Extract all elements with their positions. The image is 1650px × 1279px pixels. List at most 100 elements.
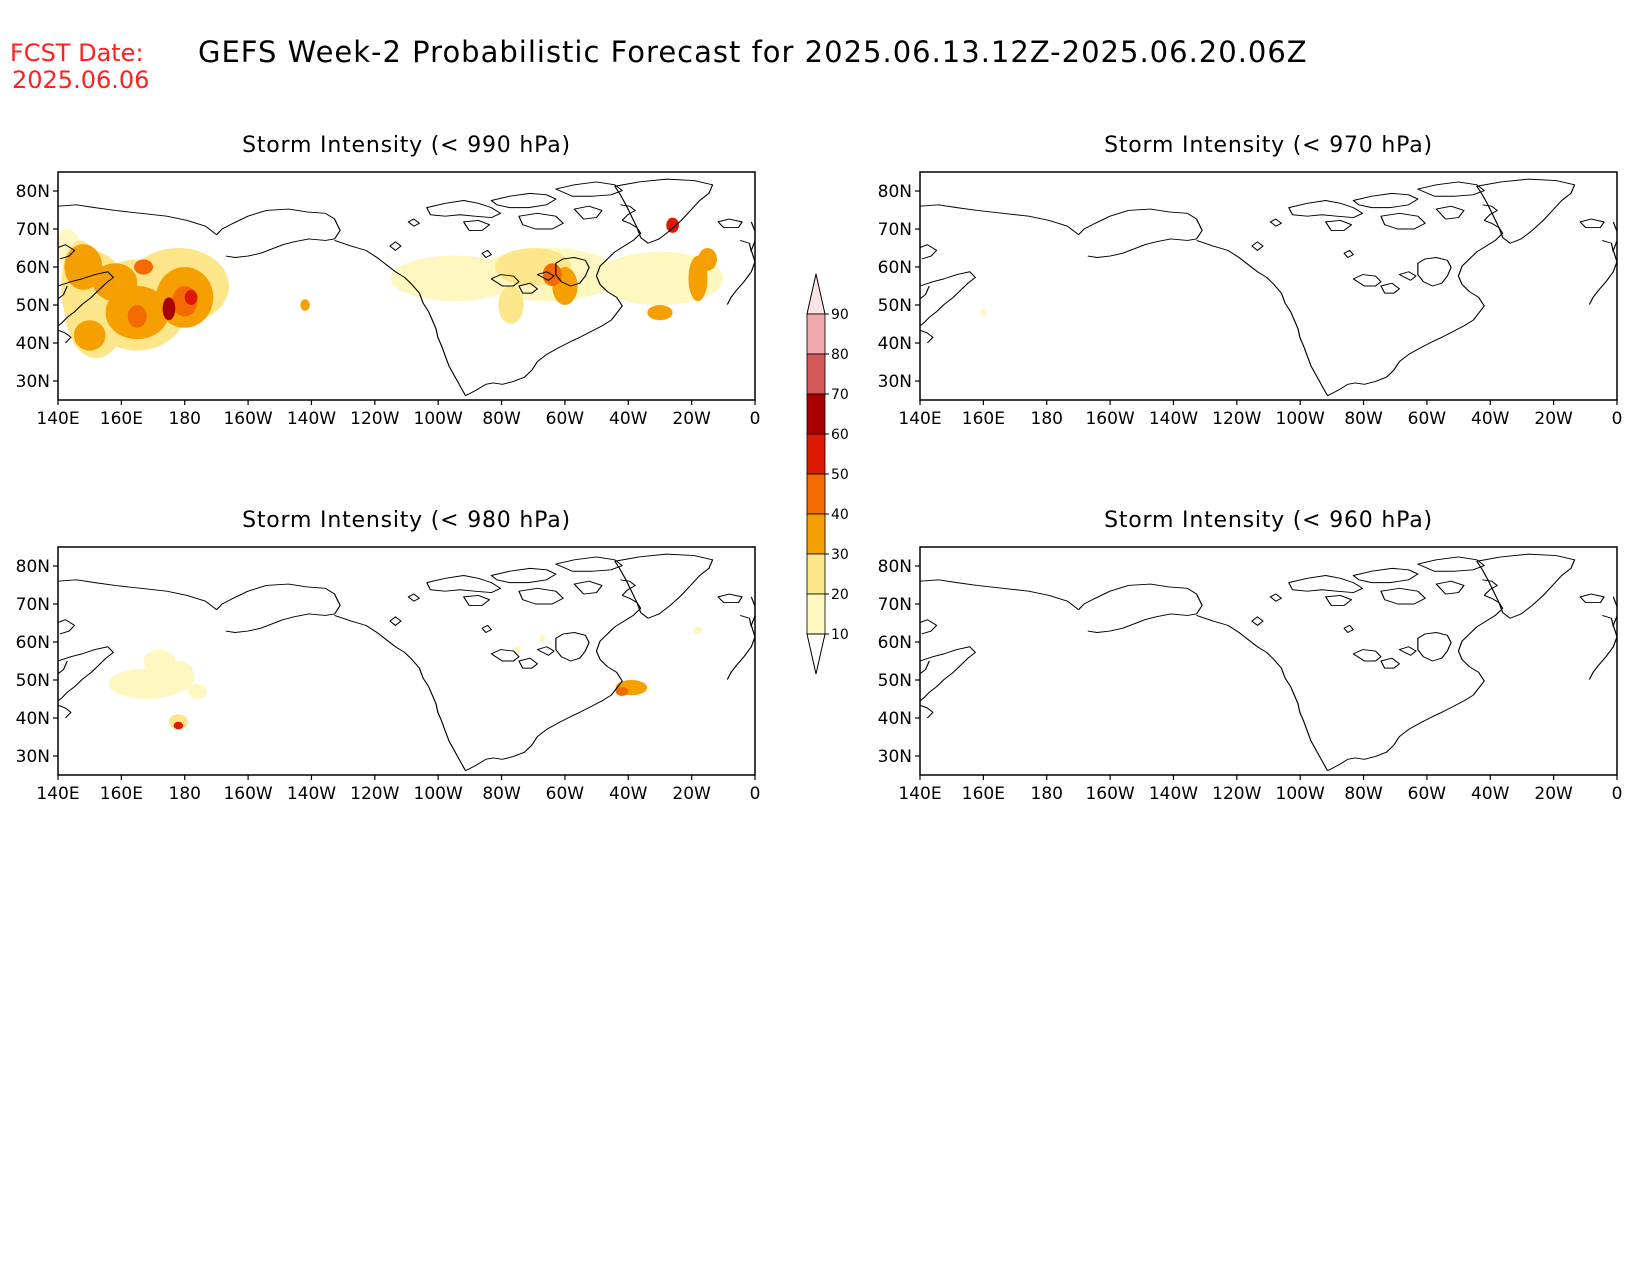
panel-title: Storm Intensity (< 980 hPa) <box>242 508 571 533</box>
colorbar-swatch <box>806 513 826 555</box>
lat-tick-label: 30N <box>16 372 50 392</box>
lon-tick-label: 0 <box>750 409 761 429</box>
colorbar-label: 60 <box>831 427 849 443</box>
lat-tick-label: 40N <box>16 709 50 729</box>
lon-tick-label: 40W <box>1471 784 1510 804</box>
probability-blob <box>187 683 207 700</box>
colorbar-swatch <box>806 313 826 355</box>
fcst-date-value: 2025.06.06 <box>12 66 149 94</box>
lon-tick-label: 0 <box>750 784 761 804</box>
lat-tick-label: 40N <box>16 334 50 354</box>
lon-tick-label: 40W <box>1471 409 1510 429</box>
lon-tick-label: 100W <box>414 784 463 804</box>
lon-tick-label: 140W <box>287 784 336 804</box>
fcst-date-label: FCST Date: <box>10 39 144 67</box>
probability-blob <box>162 661 195 692</box>
lat-tick-label: 60N <box>16 633 50 653</box>
probability-blob <box>173 721 184 730</box>
lon-tick-label: 80W <box>1344 784 1383 804</box>
colorbar-swatch <box>806 553 826 595</box>
lon-tick-label: 60W <box>1408 409 1447 429</box>
lon-tick-label: 180 <box>169 409 201 429</box>
lon-tick-label: 120W <box>350 784 399 804</box>
lon-tick-label: 140E <box>898 409 941 429</box>
lon-tick-label: 140W <box>1149 784 1198 804</box>
lat-tick-label: 80N <box>16 557 50 577</box>
lon-tick-label: 180 <box>1031 409 1063 429</box>
panel-title: Storm Intensity (< 990 hPa) <box>242 133 571 158</box>
lon-tick-label: 120W <box>350 409 399 429</box>
probability-blob <box>127 305 147 328</box>
map-frame <box>919 546 1618 776</box>
lat-tick-label: 70N <box>878 220 912 240</box>
lat-tick-label: 80N <box>16 182 50 202</box>
lon-tick-label: 140E <box>36 409 79 429</box>
lon-tick-label: 20W <box>1534 784 1573 804</box>
lon-tick-label: 140E <box>36 784 79 804</box>
probability-blob <box>184 289 198 305</box>
lon-tick-label: 80W <box>1344 409 1383 429</box>
colorbar-bottom-arrow <box>806 633 826 675</box>
figure-title: GEFS Week-2 Probabilistic Forecast for 2… <box>198 35 1308 69</box>
lon-tick-label: 60W <box>546 784 585 804</box>
lat-tick-label: 30N <box>878 372 912 392</box>
probability-blob <box>73 320 106 351</box>
lon-tick-label: 140W <box>287 409 336 429</box>
probability-shading <box>980 308 987 317</box>
probability-blob <box>300 299 310 311</box>
colorbar-label: 80 <box>831 347 849 363</box>
lat-tick-label: 50N <box>16 671 50 691</box>
colorbar-top-arrow <box>806 273 826 315</box>
map-panel-p980: Storm Intensity (< 980 hPa) 140E 160E 180 16… <box>16 508 761 804</box>
colorbar-label: 40 <box>831 507 849 523</box>
lon-tick-label: 160W <box>223 409 272 429</box>
lon-tick-label: 20W <box>672 409 711 429</box>
lon-tick-label: 160W <box>1085 784 1134 804</box>
lon-tick-label: 140W <box>1149 409 1198 429</box>
lon-tick-label: 160E <box>100 409 143 429</box>
probability-shading <box>108 626 703 730</box>
lat-tick-label: 50N <box>878 296 912 316</box>
probability-blob <box>615 686 629 696</box>
lon-tick-label: 60W <box>1408 784 1447 804</box>
lon-tick-label: 100W <box>1276 409 1325 429</box>
map-frame <box>919 171 1618 401</box>
colorbar-label: 50 <box>831 467 849 483</box>
lon-tick-label: 160E <box>100 784 143 804</box>
lat-tick-label: 50N <box>16 296 50 316</box>
colorbar-swatch <box>806 473 826 515</box>
probability-blob <box>64 244 103 290</box>
lon-tick-label: 160W <box>223 784 272 804</box>
lat-tick-label: 30N <box>878 747 912 767</box>
lon-tick-label: 100W <box>414 409 463 429</box>
lon-tick-label: 160E <box>962 784 1005 804</box>
lon-tick-label: 40W <box>609 784 648 804</box>
probability-blob <box>647 305 673 321</box>
lat-tick-label: 40N <box>878 709 912 729</box>
lon-tick-label: 60W <box>546 409 585 429</box>
lon-tick-label: 40W <box>609 409 648 429</box>
lat-tick-label: 50N <box>878 671 912 691</box>
lon-tick-label: 180 <box>169 784 201 804</box>
lat-tick-label: 60N <box>878 258 912 278</box>
probability-blob <box>162 297 176 321</box>
probability-blob <box>697 248 717 271</box>
colorbar-swatch <box>806 593 826 635</box>
lon-tick-label: 80W <box>482 409 521 429</box>
colorbar-swatch <box>806 353 826 395</box>
lon-tick-label: 180 <box>1031 784 1063 804</box>
panel-title: Storm Intensity (< 970 hPa) <box>1104 133 1433 158</box>
lon-tick-label: 140E <box>898 784 941 804</box>
lon-tick-label: 0 <box>1612 409 1623 429</box>
colorbar: 90 80 70 60 50 40 30 20 10 <box>806 273 849 675</box>
panels-layer: Storm Intensity (< 990 hPa) 140E 160E 180 16… <box>16 133 1623 804</box>
colorbar-swatch <box>806 433 826 475</box>
lat-tick-label: 80N <box>878 182 912 202</box>
map-frame <box>57 171 756 401</box>
lat-tick-label: 80N <box>878 557 912 577</box>
colorbar-swatch <box>806 393 826 435</box>
lon-tick-label: 0 <box>1612 784 1623 804</box>
probability-blob <box>666 217 679 233</box>
probability-blob <box>693 626 703 635</box>
probability-blob <box>980 308 987 317</box>
